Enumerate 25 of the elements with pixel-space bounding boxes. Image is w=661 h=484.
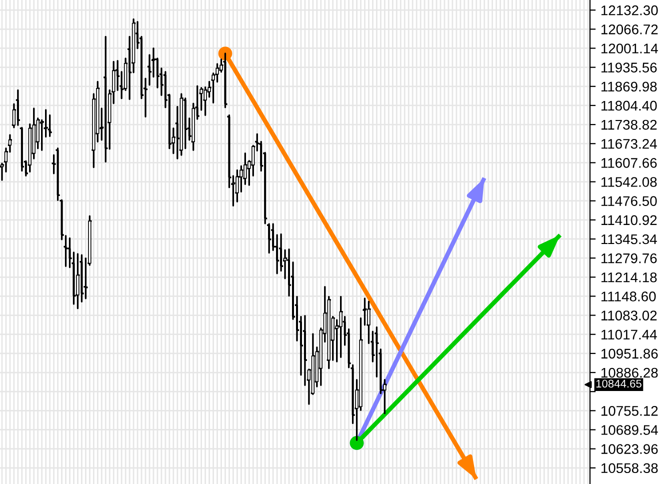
y-tick-label: 12001.14 <box>601 44 658 54</box>
y-tick-label: 10623.96 <box>601 444 658 454</box>
y-tick-label: 10951.86 <box>601 348 658 359</box>
y-tick-label: 11148.60 <box>601 292 656 302</box>
y-tick-label: 10886.28 <box>601 368 658 378</box>
y-tick-label: 10755.12 <box>601 406 658 416</box>
y-tick-label: 11542.08 <box>601 177 657 187</box>
y-tick-label: 11214.18 <box>601 272 657 282</box>
text: 10844.65 <box>596 380 642 388</box>
y-tick-label: 11804.40 <box>601 100 657 111</box>
y-tick-label: 11017.44 <box>601 330 657 340</box>
y-tick-label: 11345.34 <box>601 234 657 244</box>
y-tick-label: 11738.82 <box>601 120 657 130</box>
y-tick-label: 11476.50 <box>601 196 657 206</box>
y-tick-label: 12066.72 <box>601 24 658 34</box>
y-tick-label: 11673.24 <box>601 138 657 149</box>
y-tick-label: 10689.54 <box>601 425 658 435</box>
y-tick-label: 11869.98 <box>601 82 657 92</box>
y-tick-label: 11935.56 <box>601 62 657 72</box>
y-tick-label: 11410.92 <box>601 215 657 226</box>
y-tick-label: 10558.38 <box>601 463 658 474</box>
y-tick-label: 11083.02 <box>601 310 657 320</box>
y-tick-label: 12132.30 <box>601 5 658 16</box>
y-tick-label: 11607.66 <box>601 158 657 168</box>
y-tick-label: 11279.76 <box>601 253 657 264</box>
